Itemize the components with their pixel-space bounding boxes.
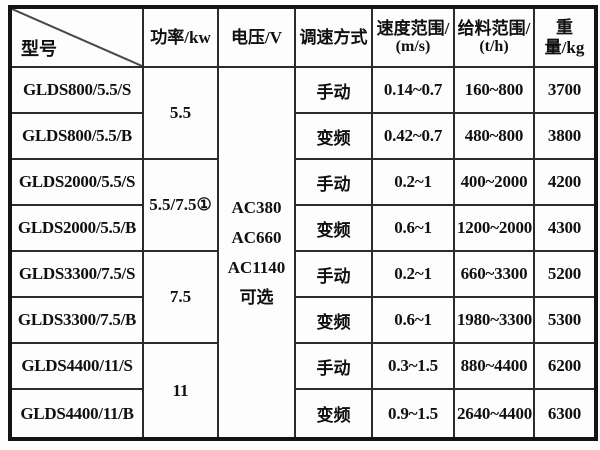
model-cell: GLDS4400/11/S [9,342,144,390]
feed-range-cell: 1200~2000 [453,204,535,252]
header-row: 型号 功率/kw 电压/V 调速方式 速度范围/ (m/s) 给料范围/ (t/… [9,6,597,68]
weight-cell: 4300 [533,204,597,252]
feed-range-cell: 480~800 [453,112,535,160]
voltage-option: AC660 [231,227,282,247]
spec-table: 型号 功率/kw 电压/V 调速方式 速度范围/ (m/s) 给料范围/ (t/… [8,5,598,441]
mode-cell: 手动 [294,250,373,298]
voltage-option: AC1140 [227,257,286,277]
voltage-optional-label: 可选 [239,287,274,307]
header-feed-range: 给料范围/ (t/h) [453,6,535,68]
power-cell: 7.5 [142,250,219,344]
header-speed-mode: 调速方式 [294,6,373,68]
header-feed-range-line2: (t/h) [479,38,509,56]
voltage-option: AC380 [231,197,282,217]
speed-range-cell: 0.6~1 [371,204,455,252]
weight-cell: 4200 [533,158,597,206]
weight-cell: 6300 [533,388,597,440]
feed-range-cell: 880~4400 [453,342,535,390]
weight-cell: 3800 [533,112,597,160]
speed-range-cell: 0.3~1.5 [371,342,455,390]
power-cell: 5.5 [142,66,219,160]
speed-range-cell: 0.2~1 [371,250,455,298]
mode-cell: 变频 [294,296,373,344]
weight-cell: 6200 [533,342,597,390]
model-cell: GLDS2000/5.5/S [9,158,144,206]
table-row: GLDS4400/11/B 变频 0.9~1.5 2640~4400 6300 [9,388,597,440]
header-feed-range-line1: 给料范围/ [457,18,531,38]
table-row: GLDS3300/7.5/B 变频 0.6~1 1980~3300 5300 [9,296,597,344]
speed-range-cell: 0.2~1 [371,158,455,206]
voltage-cell: AC380 AC660 AC1140 可选 [217,66,296,440]
power-cell: 11 [142,342,219,440]
speed-range-cell: 0.14~0.7 [371,66,455,114]
speed-range-cell: 0.42~0.7 [371,112,455,160]
mode-cell: 手动 [294,342,373,390]
feed-range-cell: 400~2000 [453,158,535,206]
feed-range-cell: 2640~4400 [453,388,535,440]
weight-cell: 5200 [533,250,597,298]
header-voltage: 电压/V [217,6,296,68]
weight-cell: 5300 [533,296,597,344]
table-row: GLDS2000/5.5/S 5.5/7.5① 手动 0.2~1 400~200… [9,158,597,252]
header-speed-range-line2: (m/s) [395,38,431,56]
diagonal-divider [12,9,142,66]
header-power: 功率/kw [142,6,219,68]
model-cell: GLDS4400/11/B [9,388,144,440]
model-cell: GLDS800/5.5/B [9,112,144,160]
model-cell: GLDS800/5.5/S [9,66,144,114]
mode-cell: 手动 [294,66,373,114]
header-speed-range: 速度范围/ (m/s) [371,6,455,68]
header-model: 型号 [9,6,144,68]
table-row: GLDS3300/7.5/S 7.5 手动 0.2~1 660~3300 520… [9,250,597,344]
feed-range-cell: 1980~3300 [453,296,535,344]
feed-range-cell: 160~800 [453,66,535,114]
table-row: GLDS800/5.5/B 变频 0.42~0.7 480~800 3800 [9,112,597,160]
mode-cell: 变频 [294,204,373,252]
speed-range-cell: 0.9~1.5 [371,388,455,440]
mode-cell: 手动 [294,158,373,206]
mode-cell: 变频 [294,112,373,160]
model-cell: GLDS3300/7.5/B [9,296,144,344]
speed-range-cell: 0.6~1 [371,296,455,344]
model-cell: GLDS3300/7.5/S [9,250,144,298]
feed-range-cell: 660~3300 [453,250,535,298]
header-model-label: 型号 [21,39,57,59]
table-row: GLDS4400/11/S 11 手动 0.3~1.5 880~4400 620… [9,342,597,440]
weight-cell: 3700 [533,66,597,114]
power-cell: 5.5/7.5① [142,158,219,252]
mode-cell: 变频 [294,388,373,440]
header-speed-range-line1: 速度范围/ [376,18,450,38]
table-row: GLDS2000/5.5/B 变频 0.6~1 1200~2000 4300 [9,204,597,252]
model-cell: GLDS2000/5.5/B [9,204,144,252]
table-row: GLDS800/5.5/S 5.5 AC380 AC660 AC1140 可选 … [9,66,597,440]
header-weight: 重量/kg [533,6,597,68]
